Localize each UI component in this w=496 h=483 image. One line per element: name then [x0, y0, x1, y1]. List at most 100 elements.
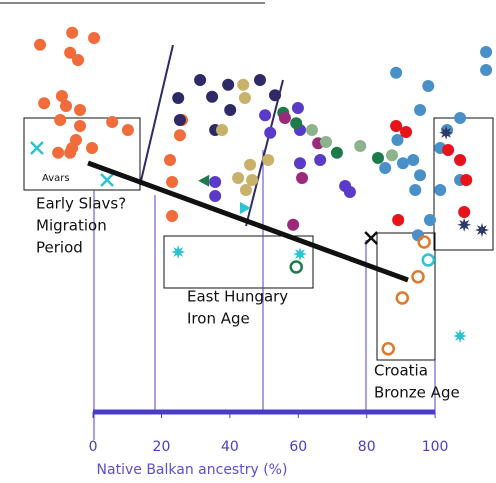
point [390, 66, 403, 79]
point [253, 74, 266, 86]
point [171, 245, 186, 259]
point [421, 253, 436, 267]
annotation: Avars [42, 173, 70, 184]
point [198, 174, 210, 187]
point [457, 217, 472, 232]
point [395, 291, 410, 305]
x-tick-label: 80 [358, 439, 376, 455]
point [460, 174, 473, 186]
point [30, 141, 44, 155]
point [224, 104, 237, 116]
point [371, 152, 384, 164]
point [232, 172, 245, 184]
point [34, 38, 47, 51]
point [442, 144, 455, 156]
point [381, 342, 395, 356]
point [216, 124, 229, 136]
point [392, 214, 405, 226]
point [480, 46, 493, 58]
point [305, 124, 318, 136]
point [287, 218, 300, 231]
point [166, 176, 179, 188]
x-tick-label: 0 [89, 439, 98, 455]
point [238, 92, 251, 104]
point [289, 260, 303, 274]
point [417, 235, 431, 249]
point [64, 146, 77, 159]
point [194, 74, 207, 86]
point [293, 247, 307, 261]
annotation: Early Slavs? [36, 195, 126, 213]
x-tick-label: 100 [422, 439, 449, 455]
point [414, 104, 427, 116]
trend-line [245, 79, 284, 227]
point [209, 190, 222, 202]
point [52, 146, 65, 159]
x-tick-label: 60 [289, 439, 307, 455]
point [454, 154, 467, 166]
point [74, 104, 87, 116]
point [458, 206, 471, 218]
point [454, 112, 467, 124]
point [269, 89, 282, 102]
point [172, 92, 185, 104]
point [71, 54, 84, 66]
annotation: Iron Age [187, 310, 250, 328]
point [55, 90, 68, 102]
point [414, 169, 427, 182]
point [173, 114, 186, 126]
point [239, 202, 251, 214]
point [422, 80, 435, 92]
point [222, 78, 235, 91]
point [480, 64, 493, 76]
point [390, 120, 403, 132]
point [88, 32, 101, 44]
annotation-box [376, 232, 436, 361]
annotation: Croatia [374, 362, 428, 380]
point [38, 97, 51, 110]
regression-line [87, 160, 409, 283]
point [434, 184, 447, 196]
point [386, 149, 399, 162]
point [246, 174, 259, 186]
point [343, 186, 356, 198]
x-tick-label: 40 [221, 439, 239, 455]
point [86, 142, 99, 154]
layout [0, 2, 494, 440]
point [264, 126, 277, 139]
annotation: Migration [36, 217, 107, 235]
point [290, 117, 303, 130]
point [400, 126, 413, 138]
annotation-box [163, 235, 314, 289]
annotation-box [23, 117, 141, 191]
point [407, 154, 420, 166]
point [74, 120, 87, 132]
point [209, 176, 222, 188]
point [319, 136, 332, 148]
point [166, 210, 179, 222]
point [237, 78, 250, 91]
point [396, 157, 409, 170]
point [244, 158, 257, 171]
point [296, 172, 309, 184]
point [293, 157, 306, 170]
x-axis-label: Native Balkan ancestry (%) [97, 462, 288, 478]
point [54, 114, 67, 126]
point [423, 214, 436, 226]
point [354, 140, 367, 152]
point [439, 125, 454, 140]
point [259, 109, 272, 122]
point [60, 100, 73, 112]
point [411, 270, 425, 284]
point [475, 223, 489, 237]
point [453, 329, 468, 343]
point [100, 173, 114, 187]
point [64, 46, 77, 59]
point [291, 102, 304, 114]
point [106, 116, 119, 128]
point [206, 90, 219, 103]
point [391, 134, 404, 146]
x-tick-label: 20 [153, 439, 171, 455]
point [173, 129, 186, 142]
